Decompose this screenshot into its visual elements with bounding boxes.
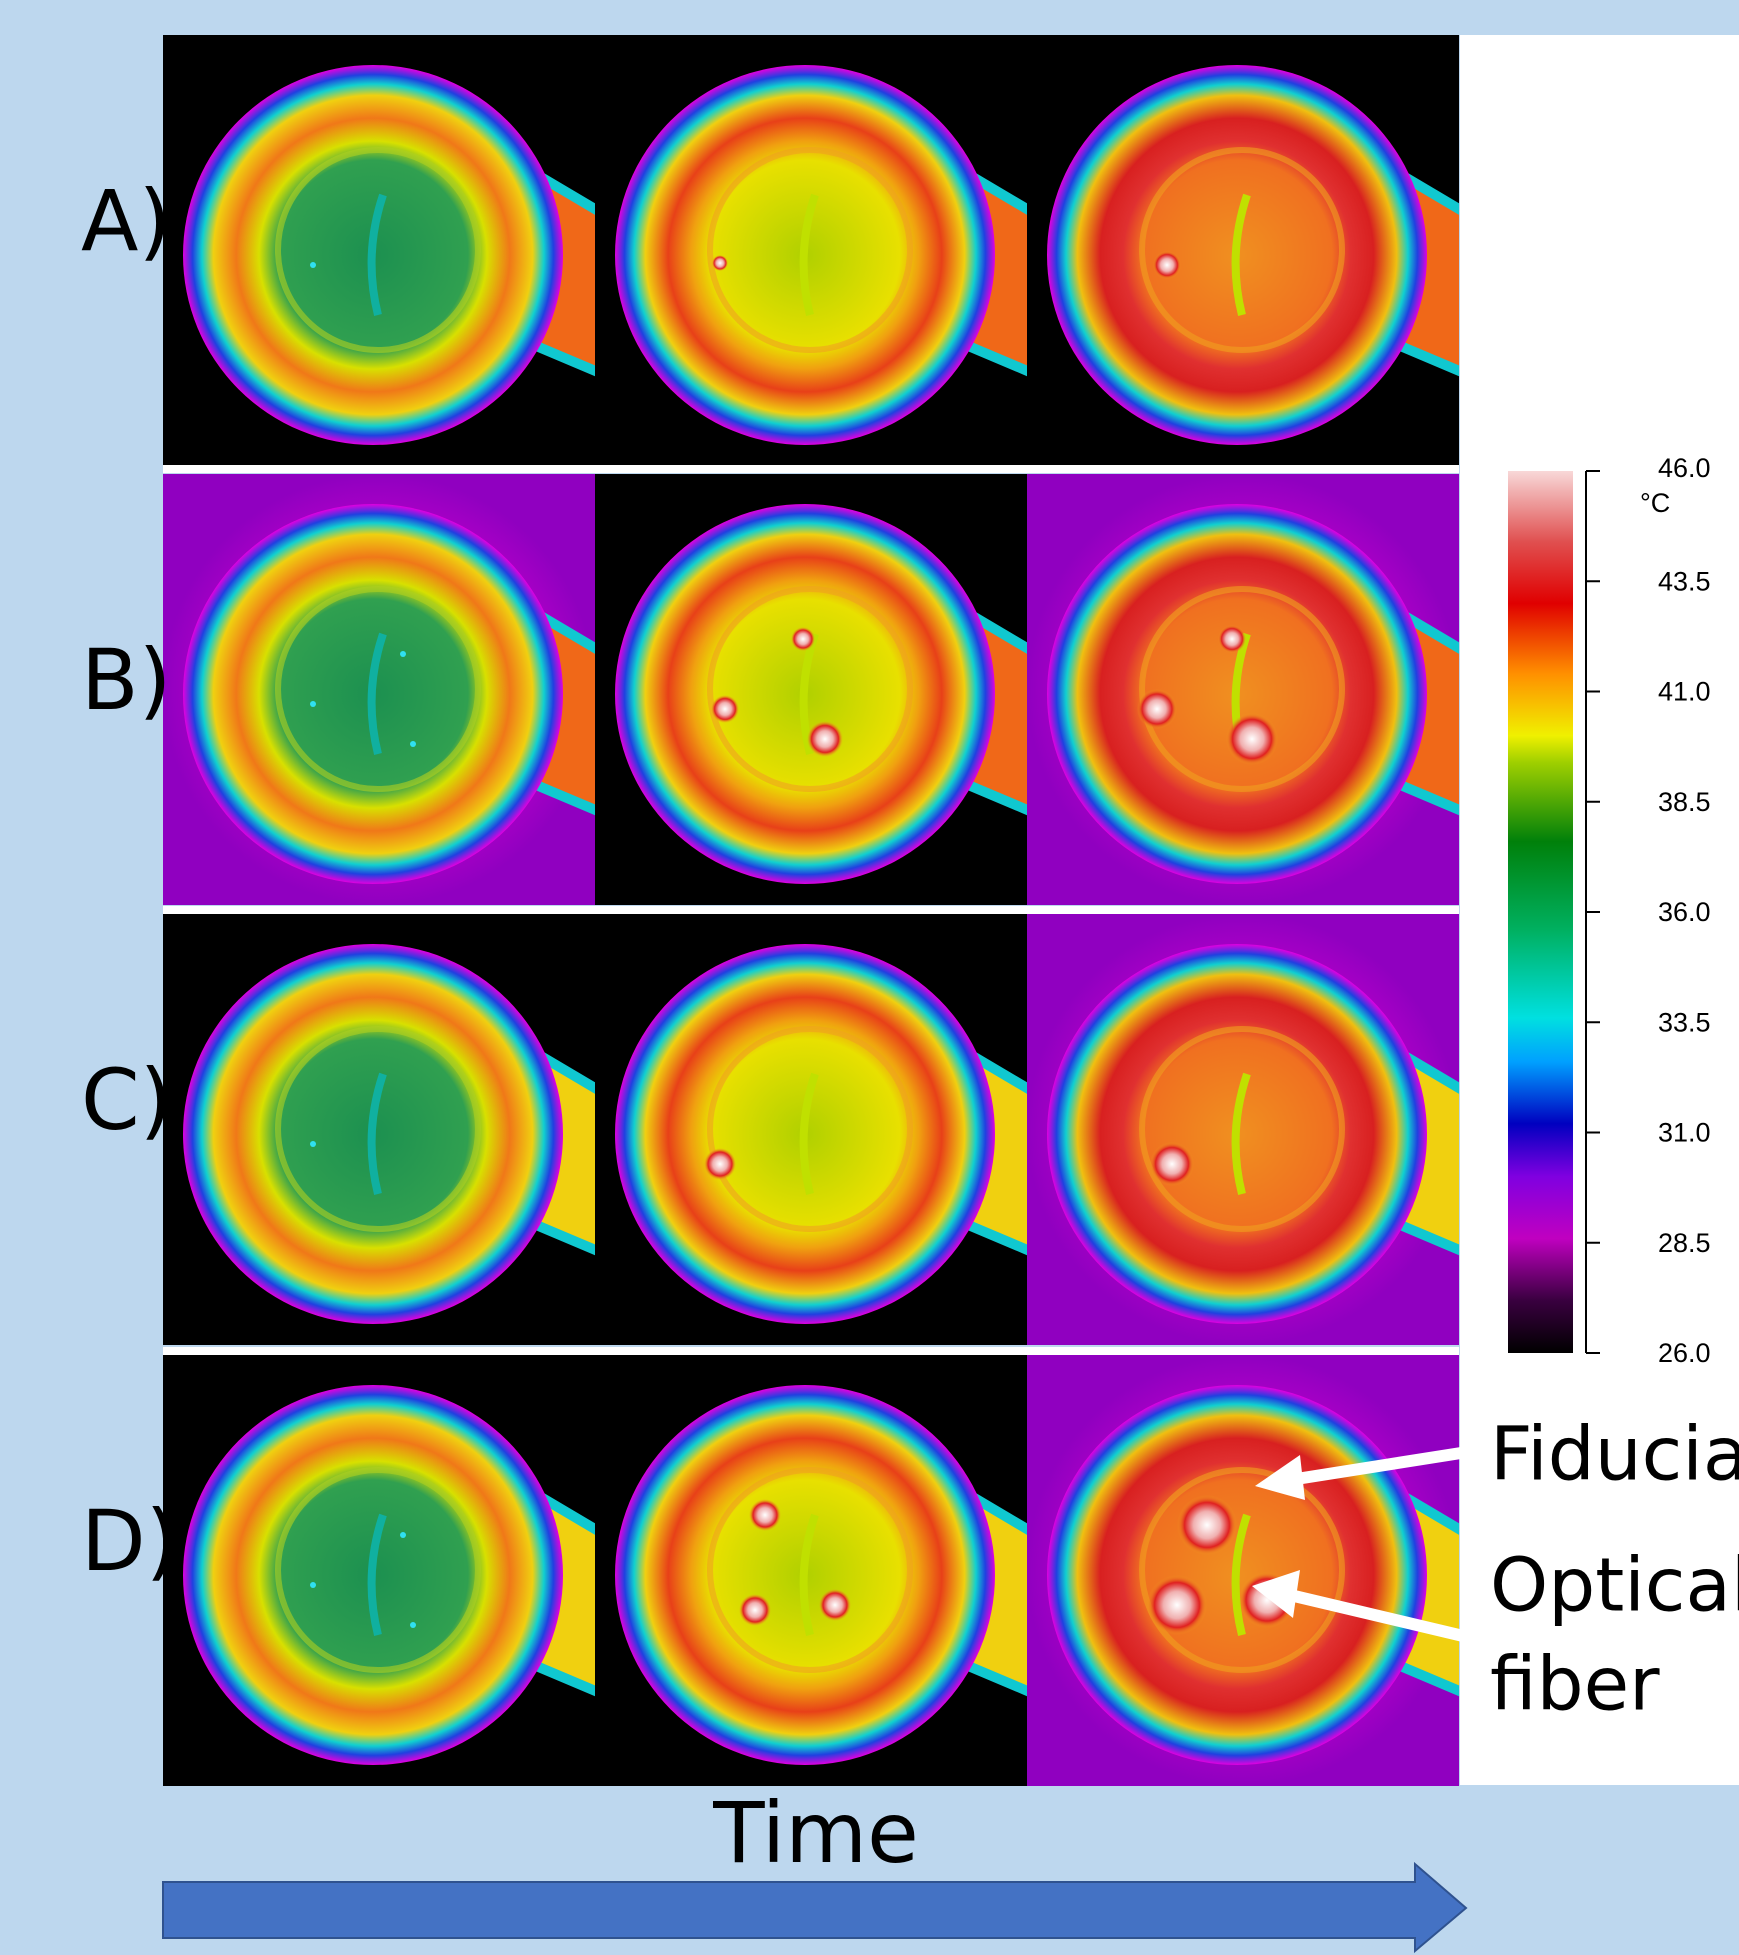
- row-label: C): [81, 1051, 172, 1149]
- hot-spot: [791, 627, 815, 651]
- hot-spot: [712, 255, 728, 271]
- marker: [410, 741, 416, 747]
- marker: [310, 701, 316, 707]
- colorbar-unit: °C: [1640, 488, 1670, 518]
- marker: [400, 1532, 406, 1538]
- thermal-image: [1027, 914, 1469, 1345]
- thermal-image: [163, 474, 605, 905]
- colorbar-tick-label: 28.5: [1658, 1228, 1711, 1258]
- thermal-image: [1027, 35, 1469, 466]
- colorbar-tick-label: 31.0: [1658, 1118, 1711, 1148]
- hot-spot: [1177, 1495, 1237, 1555]
- optical-fiber-label: fiber: [1490, 1642, 1660, 1728]
- optical-fiber-label: Optical: [1490, 1543, 1739, 1629]
- figure: °C Fiducial Optical fiber Time A) B) C) D) 4…: [0, 0, 1739, 1955]
- image-content: [595, 35, 1037, 466]
- marker: [400, 651, 406, 657]
- hot-spot: [1153, 251, 1181, 279]
- row-label: A): [81, 172, 171, 270]
- thermal-image: [163, 35, 605, 466]
- hot-spot: [711, 695, 739, 723]
- thermal-image: [595, 474, 1037, 905]
- image-content: [595, 1355, 1037, 1786]
- hot-spot: [807, 721, 843, 757]
- thermal-image: [1027, 474, 1469, 905]
- thermal-image: [595, 914, 1037, 1345]
- page: {"row_labels": ["A)", "B)", "C)", "D)"],…: [0, 0, 1739, 1955]
- hot-spot: [1218, 625, 1246, 653]
- marker: [310, 1141, 316, 1147]
- image-content: [1027, 1355, 1469, 1786]
- hot-spot: [749, 1499, 781, 1531]
- colorbar-tick-label: 38.5: [1658, 787, 1711, 817]
- image-content: [1027, 914, 1469, 1345]
- colorbar-tick-label: 43.5: [1658, 566, 1711, 596]
- thermal-image: [595, 35, 1037, 466]
- hot-spot: [1226, 713, 1278, 765]
- hot-spot: [739, 1594, 771, 1626]
- colorbar-tick-label: 41.0: [1658, 677, 1711, 707]
- thermal-image: [163, 1355, 605, 1786]
- colorbar-tick-label: 33.5: [1658, 1007, 1711, 1037]
- image-content: [163, 35, 605, 466]
- image-content: [595, 474, 1037, 905]
- image-content: [595, 914, 1037, 1345]
- image-content: [163, 1355, 605, 1786]
- marker: [310, 262, 316, 268]
- thermal-image: [163, 914, 605, 1345]
- marker: [310, 1582, 316, 1588]
- hot-spot: [704, 1148, 736, 1180]
- colorbar-tick-label: 36.0: [1658, 897, 1711, 927]
- colorbar-tick-label: 46.0: [1658, 453, 1711, 483]
- hot-spot: [1137, 689, 1177, 729]
- fiducial-label: Fiducial: [1490, 1412, 1739, 1498]
- colorbar: [1508, 471, 1573, 1353]
- thermal-image: [1027, 1355, 1469, 1786]
- thermal-image: [595, 1355, 1037, 1786]
- hot-spot: [1147, 1575, 1207, 1635]
- time-label: Time: [712, 1784, 919, 1882]
- image-content: [1027, 474, 1469, 905]
- image-content: [1027, 35, 1469, 466]
- hot-spot: [1150, 1142, 1194, 1186]
- marker: [410, 1622, 416, 1628]
- hot-spot: [819, 1589, 851, 1621]
- row-label: D): [81, 1492, 178, 1590]
- image-content: [163, 474, 605, 905]
- colorbar-tick-label: 26.0: [1658, 1338, 1711, 1368]
- row-label: B): [81, 631, 171, 729]
- image-content: [163, 914, 605, 1345]
